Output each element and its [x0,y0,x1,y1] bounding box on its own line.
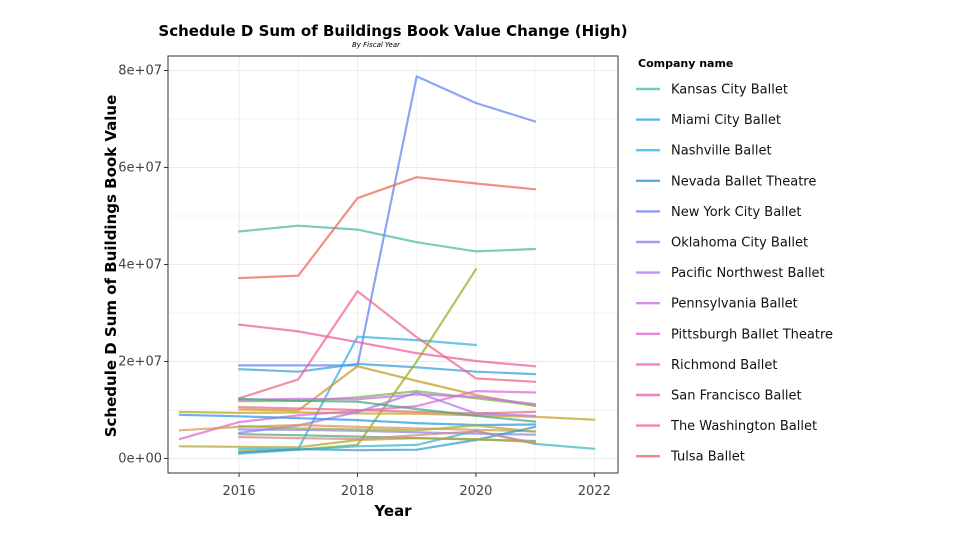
legend-label: Miami City Ballet [671,113,781,128]
series-line [178,410,596,421]
legend-label: Pacific Northwest Ballet [671,266,825,281]
series-line [238,425,537,454]
series-line [238,397,537,423]
series-line [238,176,537,280]
series-line [238,365,537,412]
legend-label: San Francisco Ballet [671,389,802,404]
y-tick-label: 4e+07 [118,258,162,273]
chart-title: Schedule D Sum of Buildings Book Value C… [158,22,627,40]
x-tick-label: 2016 [223,484,256,499]
series-line [238,424,537,433]
chart-subtitle: By Fiscal Year [352,41,401,49]
legend-label: New York City Ballet [671,205,801,220]
series-line [238,393,537,406]
series-line [238,335,477,450]
y-tick-label: 6e+07 [118,161,162,176]
series-line [238,290,537,400]
x-tick-label: 2020 [459,484,492,499]
legend-label: The Washington Ballet [670,419,817,434]
x-tick-label: 2018 [341,484,374,499]
legend-label: Tulsa Ballet [670,450,745,465]
legend-label: Pittsburgh Ballet Theatre [671,327,833,342]
legend-label: Nevada Ballet Theatre [671,174,816,189]
x-tick-label: 2022 [578,484,611,499]
series-line [238,391,537,434]
series-line [238,362,537,376]
legend-label: Richmond Ballet [671,358,777,373]
series-line [238,224,537,253]
y-tick-label: 2e+07 [118,354,162,369]
legend-title: Company name [638,57,733,70]
legend-label: Pennsylvania Ballet [671,297,798,312]
series-line [238,430,537,444]
y-tick-label: 0e+00 [118,451,162,466]
series-line [238,323,537,368]
series-line [238,75,537,367]
y-axis-title: Schedule D Sum of Buildings Book Value [102,95,120,438]
plot-area: 2016 2018 2020 2022 0e+00 2e+07 4e+07 6e+07 8e+0… [118,55,619,499]
panel-border [167,55,619,474]
y-tick-label: 8e+07 [118,64,162,79]
legend-label: Kansas City Ballet [671,83,788,98]
legend-label: Nashville Ballet [671,144,772,159]
legend: Company name Kansas City Ballet Miami Cit… [636,57,833,465]
x-axis-title: Year [373,502,412,520]
legend-label: Oklahoma City Ballet [671,236,808,251]
